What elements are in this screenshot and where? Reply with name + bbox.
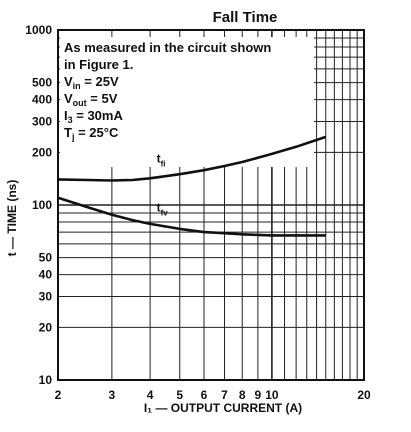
y-tick-label: 500 <box>32 76 52 90</box>
x-tick-label: 9 <box>255 388 262 402</box>
x-tick-label: 10 <box>265 388 279 402</box>
y-tick-label: 10 <box>39 373 53 387</box>
annotation-vin: Vin = 25V <box>64 74 119 91</box>
tick-labels: 2 3 4 5 6 7 8 9 10 201020304050100200300400500100… <box>25 23 371 402</box>
annotation-box: As measured in the circuit shown in Figu… <box>60 37 314 167</box>
series-label-tfi: tfi <box>157 151 166 168</box>
y-tick-label: 200 <box>32 145 52 159</box>
plot-frame <box>57 29 365 381</box>
annotation-line-2: in Figure 1. <box>64 57 133 72</box>
annotation-i3: I3 = 30mA <box>64 108 123 125</box>
x-tick-label: 7 <box>221 388 228 402</box>
x-tick-label: 4 <box>147 388 154 402</box>
y-tick-label: 400 <box>32 93 52 107</box>
x-tick-label: 8 <box>239 388 246 402</box>
annotation-vout: Vout = 5V <box>64 91 118 108</box>
x-tick-label: 6 <box>201 388 208 402</box>
x-tick-label: 3 <box>109 388 116 402</box>
chart-title: Fall Time <box>213 9 278 26</box>
y-tick-label: 100 <box>32 198 52 212</box>
annotation-background <box>60 37 314 167</box>
series-layer: tfi tfv <box>57 135 327 237</box>
y-tick-label: 20 <box>39 320 53 334</box>
series-line-tfi <box>57 135 327 182</box>
y-axis-label: t — TIME (ns) <box>5 180 19 257</box>
x-axis-label: I₁ — OUTPUT CURRENT (A) <box>144 401 302 415</box>
annotation-tj: Tj = 25°C <box>64 125 119 142</box>
series-line-tfv <box>57 196 326 237</box>
y-tick-label: 50 <box>39 251 53 265</box>
annotation-line-1: As measured in the circuit shown <box>64 40 271 55</box>
series-label-tfv: tfv <box>157 200 169 217</box>
y-tick-label: 40 <box>39 268 53 282</box>
x-tick-label: 20 <box>357 388 371 402</box>
x-tick-label: 5 <box>176 388 183 402</box>
y-tick-label: 1000 <box>25 23 52 37</box>
y-tick-label: 300 <box>32 115 52 129</box>
x-tick-label: 2 <box>55 388 62 402</box>
y-tick-label: 30 <box>39 290 53 304</box>
